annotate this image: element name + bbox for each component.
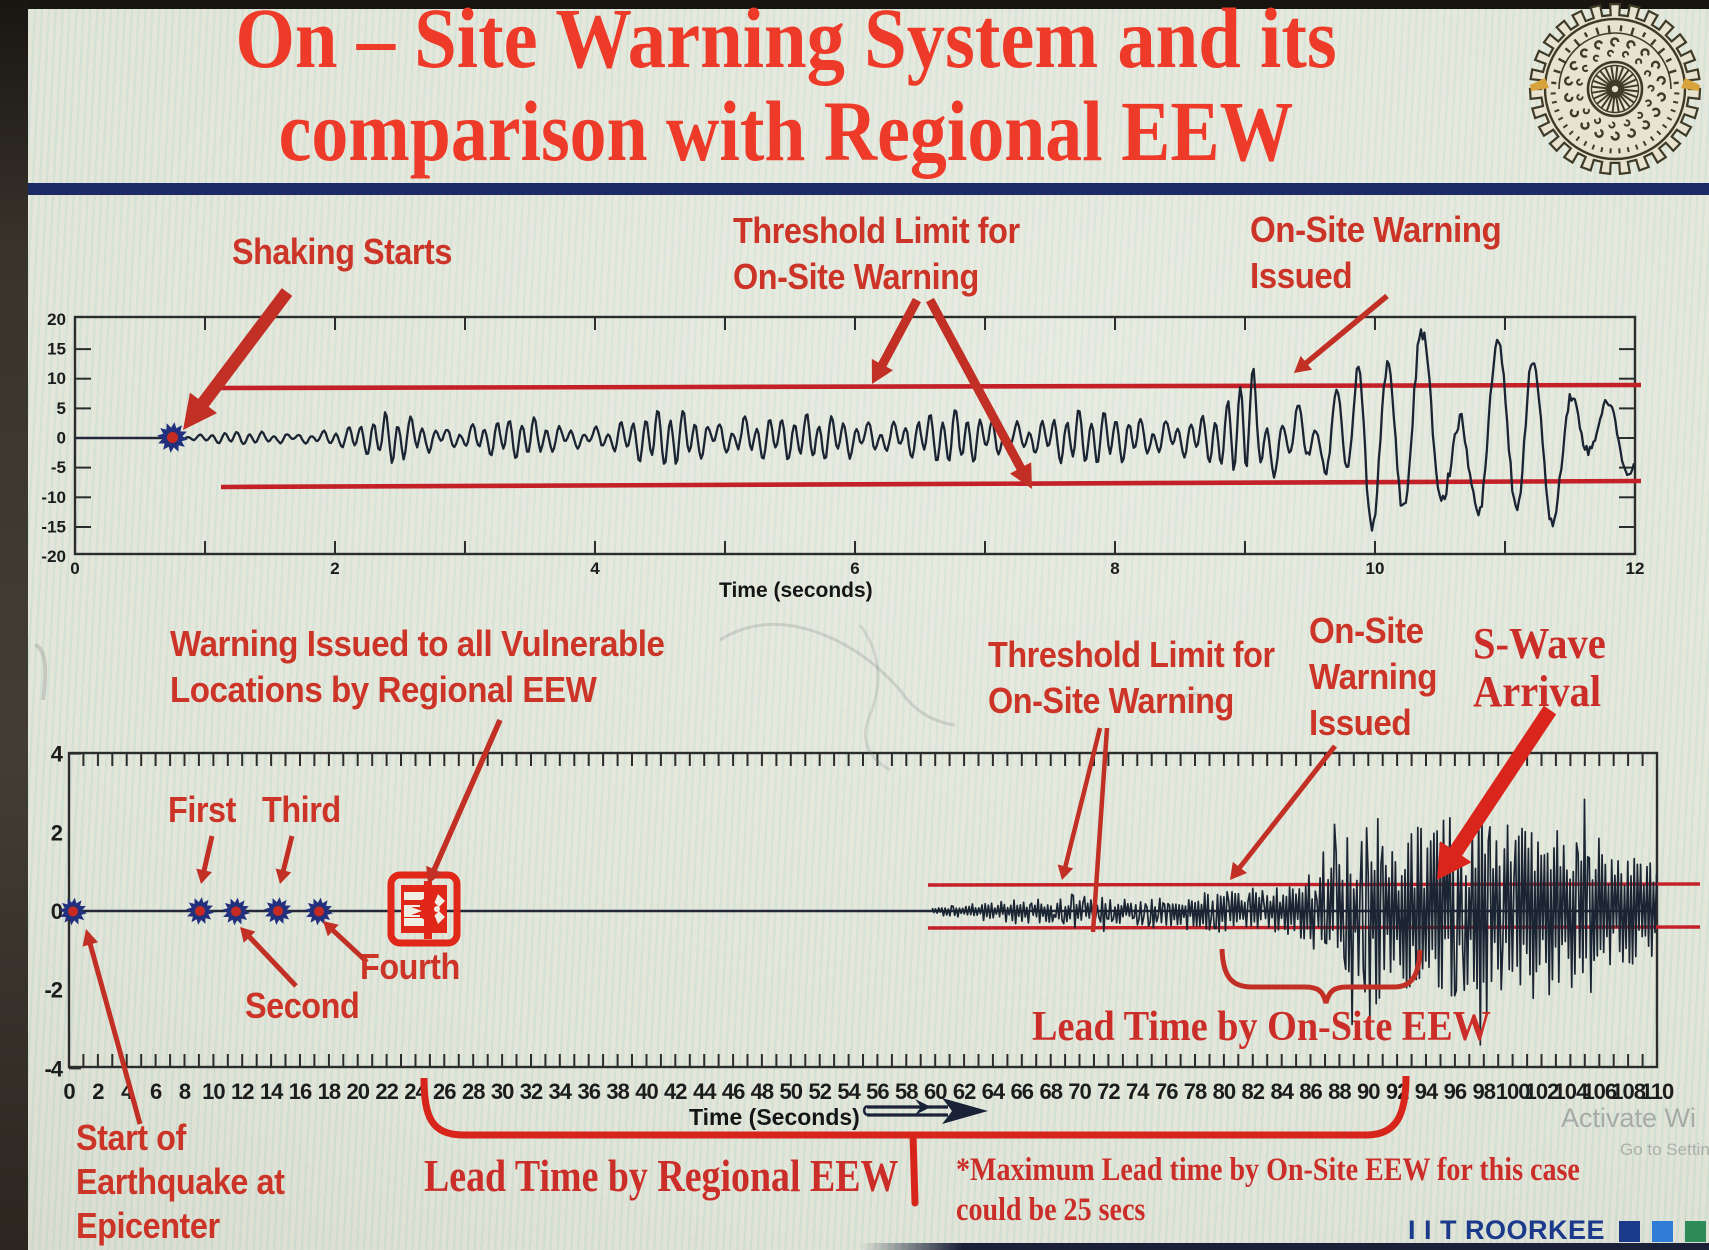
- svg-text:0: 0: [51, 899, 63, 924]
- svg-text:0: 0: [70, 559, 79, 578]
- svg-text:64: 64: [982, 1079, 1006, 1104]
- svg-text:0: 0: [57, 429, 66, 448]
- svg-text:102: 102: [1525, 1079, 1559, 1104]
- svg-text:2: 2: [51, 820, 63, 845]
- svg-text:52: 52: [808, 1079, 831, 1104]
- svg-text:38: 38: [606, 1079, 629, 1104]
- svg-text:84: 84: [1270, 1079, 1294, 1104]
- svg-text:78: 78: [1184, 1079, 1207, 1104]
- svg-text:5: 5: [57, 399, 66, 418]
- svg-text:80: 80: [1213, 1079, 1236, 1104]
- svg-text:28: 28: [462, 1079, 485, 1104]
- svg-text:70: 70: [1068, 1079, 1091, 1104]
- svg-text:86: 86: [1299, 1079, 1322, 1104]
- svg-text:58: 58: [895, 1079, 918, 1104]
- svg-text:-2: -2: [44, 978, 62, 1003]
- svg-text:56: 56: [866, 1079, 889, 1104]
- svg-text:104: 104: [1554, 1079, 1589, 1104]
- svg-text:68: 68: [1039, 1079, 1062, 1104]
- svg-text:15: 15: [47, 340, 66, 359]
- svg-text:34: 34: [549, 1079, 573, 1104]
- svg-text:0: 0: [63, 1079, 75, 1104]
- svg-text:-20: -20: [41, 547, 66, 566]
- svg-text:98: 98: [1473, 1079, 1496, 1104]
- svg-text:62: 62: [953, 1079, 976, 1104]
- svg-text:54: 54: [837, 1079, 861, 1104]
- svg-text:18: 18: [318, 1079, 341, 1104]
- svg-text:8: 8: [179, 1079, 191, 1104]
- svg-text:42: 42: [664, 1079, 687, 1104]
- svg-text:4: 4: [51, 742, 64, 767]
- svg-text:106: 106: [1582, 1079, 1616, 1104]
- svg-text:6: 6: [150, 1079, 162, 1104]
- svg-text:30: 30: [491, 1079, 514, 1104]
- svg-text:10: 10: [1366, 559, 1385, 578]
- svg-text:90: 90: [1357, 1079, 1380, 1104]
- svg-text:16: 16: [289, 1079, 312, 1104]
- svg-text:66: 66: [1011, 1079, 1034, 1104]
- svg-text:60: 60: [924, 1079, 947, 1104]
- svg-text:20: 20: [47, 310, 66, 329]
- svg-text:36: 36: [577, 1079, 600, 1104]
- svg-text:46: 46: [722, 1079, 745, 1104]
- svg-text:110: 110: [1641, 1079, 1674, 1104]
- svg-text:12: 12: [1626, 559, 1645, 578]
- svg-text:48: 48: [751, 1079, 774, 1104]
- svg-text:76: 76: [1155, 1079, 1178, 1104]
- svg-text:50: 50: [780, 1079, 803, 1104]
- svg-text:82: 82: [1242, 1079, 1265, 1104]
- svg-text:12: 12: [231, 1079, 254, 1104]
- svg-text:-10: -10: [41, 488, 66, 507]
- svg-text:94: 94: [1415, 1079, 1439, 1104]
- svg-text:4: 4: [590, 559, 600, 578]
- svg-text:-15: -15: [41, 518, 66, 537]
- svg-text:26: 26: [433, 1079, 456, 1104]
- svg-text:8: 8: [1110, 559, 1119, 578]
- svg-text:108: 108: [1611, 1079, 1645, 1104]
- svg-text:6: 6: [850, 559, 859, 578]
- svg-text:2: 2: [92, 1079, 104, 1104]
- svg-text:14: 14: [260, 1079, 284, 1104]
- svg-text:44: 44: [693, 1079, 717, 1104]
- svg-text:88: 88: [1328, 1079, 1351, 1104]
- svg-text:2: 2: [330, 559, 339, 578]
- svg-text:32: 32: [520, 1079, 543, 1104]
- svg-text:10: 10: [202, 1079, 225, 1104]
- svg-text:72: 72: [1097, 1079, 1120, 1104]
- svg-text:20: 20: [346, 1079, 369, 1104]
- svg-text:100: 100: [1496, 1079, 1530, 1104]
- svg-text:-5: -5: [51, 458, 66, 477]
- svg-text:22: 22: [375, 1079, 398, 1104]
- svg-text:96: 96: [1444, 1079, 1467, 1104]
- svg-text:74: 74: [1126, 1079, 1150, 1104]
- svg-text:-4: -4: [44, 1056, 63, 1081]
- svg-text:40: 40: [635, 1079, 658, 1104]
- svg-text:10: 10: [47, 369, 66, 388]
